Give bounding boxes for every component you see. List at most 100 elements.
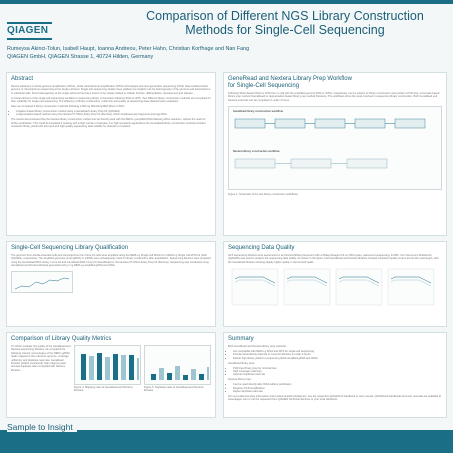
summary-item: Requires PCR amplification xyxy=(233,387,442,390)
qualification-title: Single-Cell Sequencing Library Qualifica… xyxy=(11,245,129,251)
quality-plot-frame xyxy=(335,269,383,306)
title-line-1: Comparison of Different NGS Library Cons… xyxy=(146,9,424,23)
workflow-step-box xyxy=(290,159,332,169)
workflow-title: GeneRead and Nextera Library Prep Workfl… xyxy=(228,76,442,90)
workflow-diagram xyxy=(234,119,426,169)
title-line-2: Methods for Single-Cell Sequencing xyxy=(185,23,385,37)
metric-bar xyxy=(191,369,196,380)
metric-bar xyxy=(105,357,110,380)
affiliation: QIAGEN GmbH, QIAGEN Strasse 1, 40724 Hil… xyxy=(7,54,154,60)
quality-trace xyxy=(390,276,432,284)
metrics-panel: Comparison of Library Quality Metrics To… xyxy=(6,332,216,418)
duplicate-chart-frame xyxy=(144,345,212,385)
quality-trace xyxy=(390,279,432,287)
workflow-step-box xyxy=(394,119,426,129)
summary-nextera-list: Can be used directly after WGA without p… xyxy=(228,383,442,393)
metric-bar xyxy=(175,366,180,380)
metric-bar xyxy=(129,355,134,380)
qualification-mini-chart xyxy=(14,277,70,289)
metrics-figure-a: Figure 4. Mapping rates of GeneRead and … xyxy=(74,345,142,393)
summary-footnote: For up-to-date licensing information and… xyxy=(228,394,442,402)
quality-plots xyxy=(231,269,435,306)
data-quality-text: All 8 sequencing libraries were sequence… xyxy=(228,254,439,264)
workflow-step-box xyxy=(346,159,388,169)
metrics-caption-b: Figure 5. Duplicate rates of GeneRead an… xyxy=(144,386,204,393)
metric-bar xyxy=(89,356,94,380)
poster-title: Comparison of Different NGS Library Cons… xyxy=(130,9,440,37)
metrics-figures: Figure 4. Mapping rates of GeneRead and … xyxy=(74,345,212,393)
metrics-body: To further evaluate the quality of the G… xyxy=(11,345,212,393)
abstract-paragraph: A critical element of the single-cell se… xyxy=(11,96,211,104)
abstract-paragraph: The results demonstrated that the Nexter… xyxy=(11,118,206,129)
qualification-panel: Single-Cell Sequencing Library Qualifica… xyxy=(6,241,216,327)
metric-bar xyxy=(121,355,126,380)
workflow-label-nextera: Nextera library construction workflow xyxy=(233,150,280,154)
quality-trace xyxy=(286,279,328,287)
logo-rule-bottom xyxy=(7,38,52,40)
footer-bar xyxy=(0,430,453,453)
workflow-caption: Figure 1. Schematic of the two library c… xyxy=(228,193,299,197)
mapping-bars xyxy=(81,353,142,380)
abstract-panel: Abstract Recent advances in whole genome… xyxy=(6,72,216,236)
summary-item: Superior duplicate read rate xyxy=(233,373,442,376)
metric-bar xyxy=(113,354,118,380)
metric-bar xyxy=(81,354,86,380)
summary-item: High coverage uniformity xyxy=(233,370,442,373)
abstract-paragraph: Recent advances in whole genome amplific… xyxy=(11,85,211,95)
summary-item: Can be used directly after WGA without p… xyxy=(233,383,442,386)
metric-bar xyxy=(137,358,142,380)
qualification-trace xyxy=(14,277,70,289)
summary-panel: Summary Both GeneRead and Nextera librar… xyxy=(223,332,447,418)
summary-item: PCR-free library prep for minimal bias xyxy=(233,367,442,370)
workflow-step-box xyxy=(234,159,276,169)
quality-trace xyxy=(234,279,276,287)
quality-trace xyxy=(286,276,328,284)
workflow-label-generead: GeneRead library construction workflow xyxy=(233,110,283,114)
top-accent-bar xyxy=(0,0,453,4)
metric-bar xyxy=(183,375,188,380)
quality-plot-frame xyxy=(283,269,331,306)
quality-plot-frame xyxy=(231,269,279,306)
summary-item: Provide streamlined protocols to constru… xyxy=(233,353,442,356)
abstract-body: Recent advances in whole genome amplific… xyxy=(11,85,211,128)
nextera-steps xyxy=(234,159,388,169)
quality-plot-frame xyxy=(387,269,435,306)
abstract-title: Abstract xyxy=(11,76,34,82)
abstract-list: A ligation-based library construction me… xyxy=(11,110,211,117)
abstract-paragraph: Here we compared 2 library construction … xyxy=(11,105,125,109)
summary-common-list: Are compatible with REPLI-g WGA and WTA … xyxy=(228,350,442,360)
workflow-title-line-1: GeneRead and Nextera Library Prep Workfl… xyxy=(228,76,352,82)
workflow-text: Following WGA-based (WGA or WTA from 1 c… xyxy=(228,92,440,102)
mapping-chart-frame xyxy=(74,345,142,385)
data-quality-panel: Sequencing Data Quality All 8 sequencing… xyxy=(223,241,447,327)
qualification-figure xyxy=(11,270,73,293)
summary-item: Are compatible with REPLI-g WGA and WTA … xyxy=(233,350,442,353)
summary-title: Summary xyxy=(228,336,254,342)
workflow-step-box xyxy=(274,119,306,129)
qiagen-logo: QIAGEN xyxy=(7,15,52,43)
workflow-step-box xyxy=(354,119,386,129)
quality-trace xyxy=(338,276,380,284)
summary-generead-list: PCR-free library prep for minimal bias H… xyxy=(228,367,442,377)
logo-rule-top xyxy=(7,22,52,24)
duplicate-bars xyxy=(151,366,212,380)
quality-trace xyxy=(234,276,276,284)
workflow-figure: GeneRead library construction workflow N… xyxy=(228,106,442,191)
metrics-caption-a: Figure 4. Mapping rates of GeneRead and … xyxy=(74,386,133,393)
metric-bar xyxy=(207,367,212,380)
summary-nextera-heading: Nextera library prep: xyxy=(228,378,252,382)
metric-bar xyxy=(159,368,164,380)
logo-text: QIAGEN xyxy=(7,25,49,36)
metrics-text: To further evaluate the quality of the G… xyxy=(11,345,71,372)
workflow-step-box xyxy=(234,119,266,129)
quality-plot-grid xyxy=(231,269,435,306)
workflow-panel: GeneRead and Nextera Library Prep Workfl… xyxy=(223,72,447,236)
summary-intro: Both GeneRead and Nextera library prep m… xyxy=(228,345,287,348)
abstract-list-item: A ligation-based library construction me… xyxy=(16,110,211,113)
qualification-text: The genomic from double-stranded cells a… xyxy=(11,254,211,268)
data-quality-title: Sequencing Data Quality xyxy=(228,245,295,251)
workflow-title-line-2: for Single-Cell Sequencing xyxy=(228,83,300,89)
footer-tagline: Sample to Insight xyxy=(7,422,77,432)
mapping-chart xyxy=(81,353,142,380)
summary-item: Deliver high library yields for sequenci… xyxy=(233,357,442,360)
